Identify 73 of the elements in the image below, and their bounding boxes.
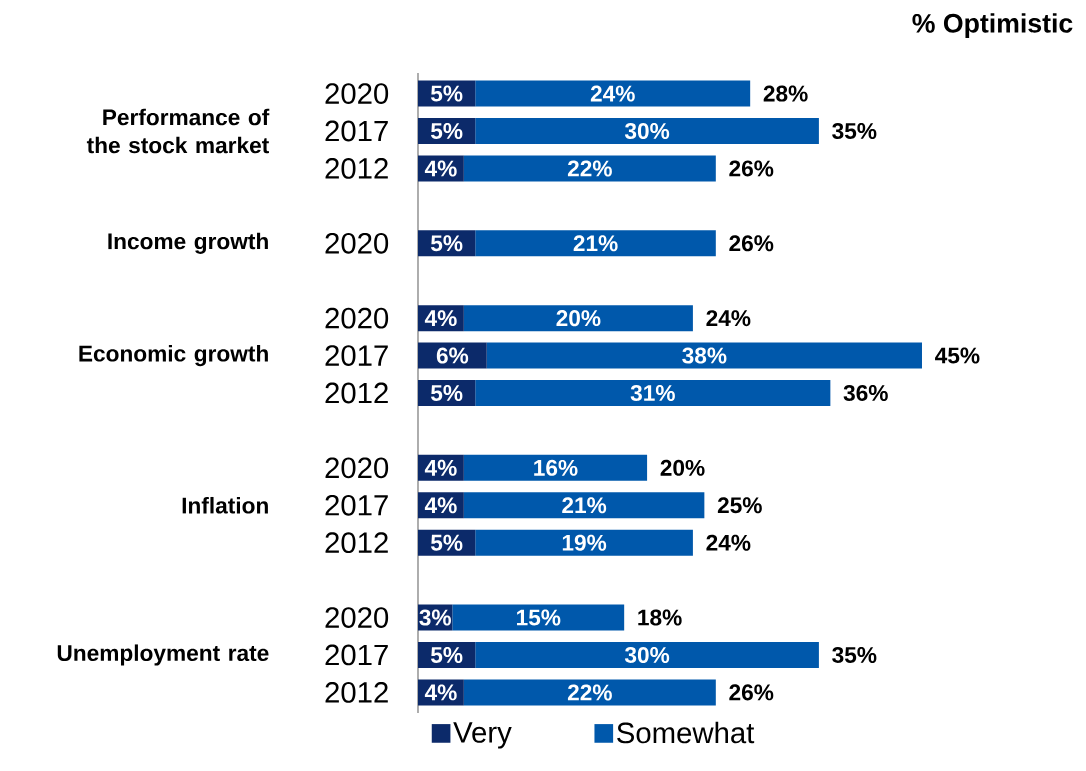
- total-label: 36%: [843, 384, 888, 402]
- total-label: 18%: [638, 609, 682, 626]
- y-tick-label: 2020: [325, 232, 389, 254]
- data-label: 5%: [430, 534, 463, 551]
- bar: [475, 118, 819, 145]
- text: Unemployment rate: [57, 644, 269, 666]
- total-label: 45%: [935, 347, 980, 364]
- total-label: 20%: [660, 459, 705, 476]
- total-label: 35%: [832, 122, 877, 140]
- text: % Optimistic: [912, 13, 1073, 39]
- data-label: 21%: [573, 235, 618, 252]
- y-tick-label: 2017: [325, 644, 388, 666]
- data-label: 4%: [424, 684, 457, 701]
- y-tick-label: 2017: [325, 494, 388, 516]
- bar: [463, 155, 716, 182]
- legend-label: Very: [453, 722, 512, 749]
- text: Economic growth: [79, 344, 268, 367]
- text: Performance of the stock market: [86, 108, 270, 154]
- total-label: 24%: [706, 310, 751, 327]
- y-tick-label: 2020: [325, 83, 389, 104]
- data-label: 5%: [430, 85, 463, 102]
- bar: [475, 80, 751, 107]
- bar: [486, 342, 922, 369]
- bar: [463, 679, 716, 706]
- data-label: 5%: [430, 123, 463, 140]
- data-label: 6%: [436, 347, 469, 364]
- y-tick-label: 2012: [325, 382, 388, 404]
- total-label: 26%: [729, 235, 774, 252]
- data-label: 16%: [534, 459, 578, 476]
- bar: [475, 380, 831, 406]
- bar: [463, 454, 648, 481]
- total-label: 26%: [729, 684, 774, 701]
- bar: [475, 230, 716, 257]
- legend-label: Somewhat: [617, 721, 755, 744]
- bar: [452, 604, 625, 631]
- data-label: 4%: [424, 160, 457, 177]
- data-label: 20%: [556, 310, 601, 327]
- data-label: 4%: [424, 497, 457, 514]
- data-label: 38%: [682, 347, 727, 364]
- bar: [463, 305, 693, 332]
- text: Inflation: [182, 496, 268, 514]
- total-label: 26%: [729, 160, 774, 177]
- total-label: 28%: [763, 85, 808, 102]
- y-tick-label: 2017: [325, 120, 388, 142]
- total-label: 25%: [717, 497, 762, 514]
- data-label: 30%: [624, 122, 670, 140]
- y-tick-label: 2012: [325, 158, 388, 179]
- bar: [463, 492, 705, 519]
- total-label: 24%: [706, 534, 751, 551]
- data-label: 4%: [424, 310, 457, 327]
- y-tick-label: 2020: [325, 457, 389, 479]
- data-label: 30%: [624, 646, 670, 664]
- text: Income growth: [108, 232, 268, 254]
- data-label: 31%: [630, 384, 675, 402]
- y-tick-label: 2020: [325, 307, 389, 329]
- data-label: 5%: [430, 385, 463, 401]
- bar: [475, 641, 819, 668]
- y-tick-label: 2012: [325, 532, 388, 554]
- total-label: 35%: [832, 646, 877, 664]
- y-tick-label: 2012: [325, 682, 388, 703]
- y-tick-label: 2017: [325, 345, 388, 366]
- y-tick-label: 2020: [325, 607, 389, 628]
- data-label: 5%: [430, 235, 463, 252]
- data-label: 22%: [567, 684, 612, 701]
- bar: [475, 529, 693, 556]
- data-label: 3%: [419, 609, 451, 626]
- data-label: 5%: [430, 646, 463, 663]
- data-label: 22%: [567, 160, 612, 177]
- data-label: 19%: [562, 534, 607, 551]
- data-label: 15%: [517, 609, 561, 626]
- data-label: 4%: [424, 459, 457, 476]
- data-label: 24%: [590, 85, 635, 102]
- data-label: 21%: [562, 497, 607, 514]
